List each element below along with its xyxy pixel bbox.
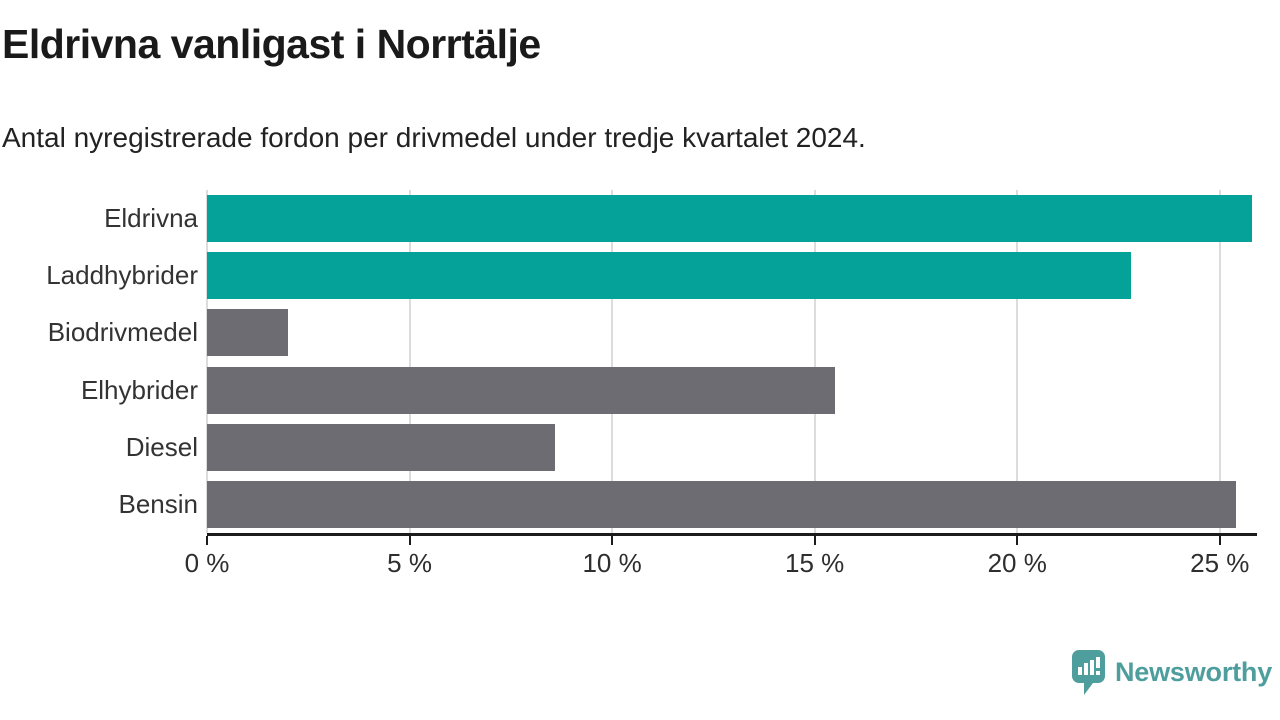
bar-biodrivmedel xyxy=(207,309,289,357)
y-label-eldrivna: Eldrivna xyxy=(104,203,198,234)
y-label-diesel: Diesel xyxy=(125,431,198,462)
y-label-elhybrider: Elhybrider xyxy=(80,374,198,405)
gridline xyxy=(1016,190,1019,533)
gridline xyxy=(206,190,208,533)
x-tick-mark xyxy=(206,536,208,545)
gridline xyxy=(408,190,411,533)
gridline xyxy=(813,190,816,533)
bar-elhybrider xyxy=(207,366,835,414)
chart-subtitle: Antal nyregistrerade fordon per drivmede… xyxy=(2,122,866,153)
bar-eldrivna xyxy=(207,195,1253,243)
bar-diesel xyxy=(207,423,556,471)
x-axis-line xyxy=(207,533,1257,536)
bar-chart: Eldrivna Laddhybrider Biodrivmedel Elhybrid… xyxy=(0,190,1255,533)
x-tick-label: 10 % xyxy=(582,548,642,578)
x-tick-label: 25 % xyxy=(1190,548,1250,578)
x-tick-mark xyxy=(611,536,614,545)
y-label-biodrivmedel: Biodrivmedel xyxy=(47,317,198,348)
bar-laddhybrider xyxy=(207,252,1131,300)
x-tick-label: 0 % xyxy=(184,548,230,578)
x-tick-label: 20 % xyxy=(987,548,1047,578)
gridline xyxy=(611,190,614,533)
newsworthy-bubble-icon xyxy=(1072,650,1105,695)
newsworthy-logo: Newsworthy xyxy=(1072,650,1272,695)
plot-area xyxy=(206,190,1255,533)
gridline xyxy=(1218,190,1221,533)
bar-bensin xyxy=(207,480,1236,528)
y-label-laddhybrider: Laddhybrider xyxy=(46,260,198,291)
x-tick-label: 5 % xyxy=(387,548,432,578)
y-label-bensin: Bensin xyxy=(118,488,199,519)
x-tick-label: 15 % xyxy=(785,548,845,578)
newsworthy-logo-text: Newsworthy xyxy=(1115,657,1273,687)
x-tick-mark xyxy=(1016,536,1019,545)
x-tick-mark xyxy=(408,536,411,545)
x-tick-mark xyxy=(813,536,816,545)
chart-title: Eldrivna vanligast i Norrtälje xyxy=(2,21,541,67)
x-tick-mark xyxy=(1218,536,1221,545)
